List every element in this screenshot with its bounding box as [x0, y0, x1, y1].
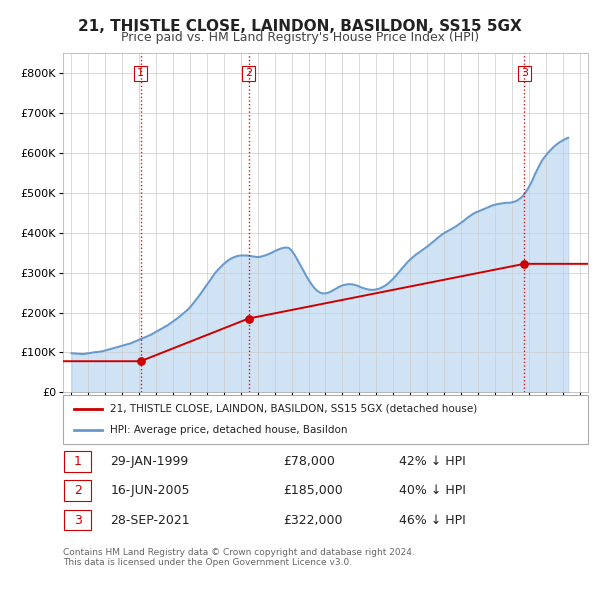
Text: 42% ↓ HPI: 42% ↓ HPI	[399, 455, 466, 468]
Text: 1: 1	[137, 68, 144, 78]
Text: 1: 1	[74, 455, 82, 468]
FancyBboxPatch shape	[64, 510, 91, 530]
Text: Contains HM Land Registry data © Crown copyright and database right 2024.
This d: Contains HM Land Registry data © Crown c…	[63, 548, 415, 567]
FancyBboxPatch shape	[64, 451, 91, 471]
Text: 40% ↓ HPI: 40% ↓ HPI	[399, 484, 466, 497]
Text: 2: 2	[245, 68, 252, 78]
Text: £322,000: £322,000	[284, 513, 343, 526]
Text: £185,000: £185,000	[284, 484, 343, 497]
Text: 16-JUN-2005: 16-JUN-2005	[110, 484, 190, 497]
Point	[136, 356, 145, 366]
FancyBboxPatch shape	[64, 480, 91, 501]
Text: £78,000: £78,000	[284, 455, 335, 468]
Text: Price paid vs. HM Land Registry's House Price Index (HPI): Price paid vs. HM Land Registry's House …	[121, 31, 479, 44]
Text: 2: 2	[74, 484, 82, 497]
Text: 3: 3	[74, 513, 82, 526]
Point	[520, 259, 529, 268]
Point	[244, 314, 253, 323]
Text: 21, THISTLE CLOSE, LAINDON, BASILDON, SS15 5GX (detached house): 21, THISTLE CLOSE, LAINDON, BASILDON, SS…	[110, 404, 478, 414]
Text: 28-SEP-2021: 28-SEP-2021	[110, 513, 190, 526]
Text: HPI: Average price, detached house, Basildon: HPI: Average price, detached house, Basi…	[110, 425, 348, 435]
Text: 46% ↓ HPI: 46% ↓ HPI	[399, 513, 466, 526]
Text: 29-JAN-1999: 29-JAN-1999	[110, 455, 188, 468]
Text: 21, THISTLE CLOSE, LAINDON, BASILDON, SS15 5GX: 21, THISTLE CLOSE, LAINDON, BASILDON, SS…	[78, 19, 522, 34]
FancyBboxPatch shape	[63, 395, 588, 444]
Text: 3: 3	[521, 68, 528, 78]
